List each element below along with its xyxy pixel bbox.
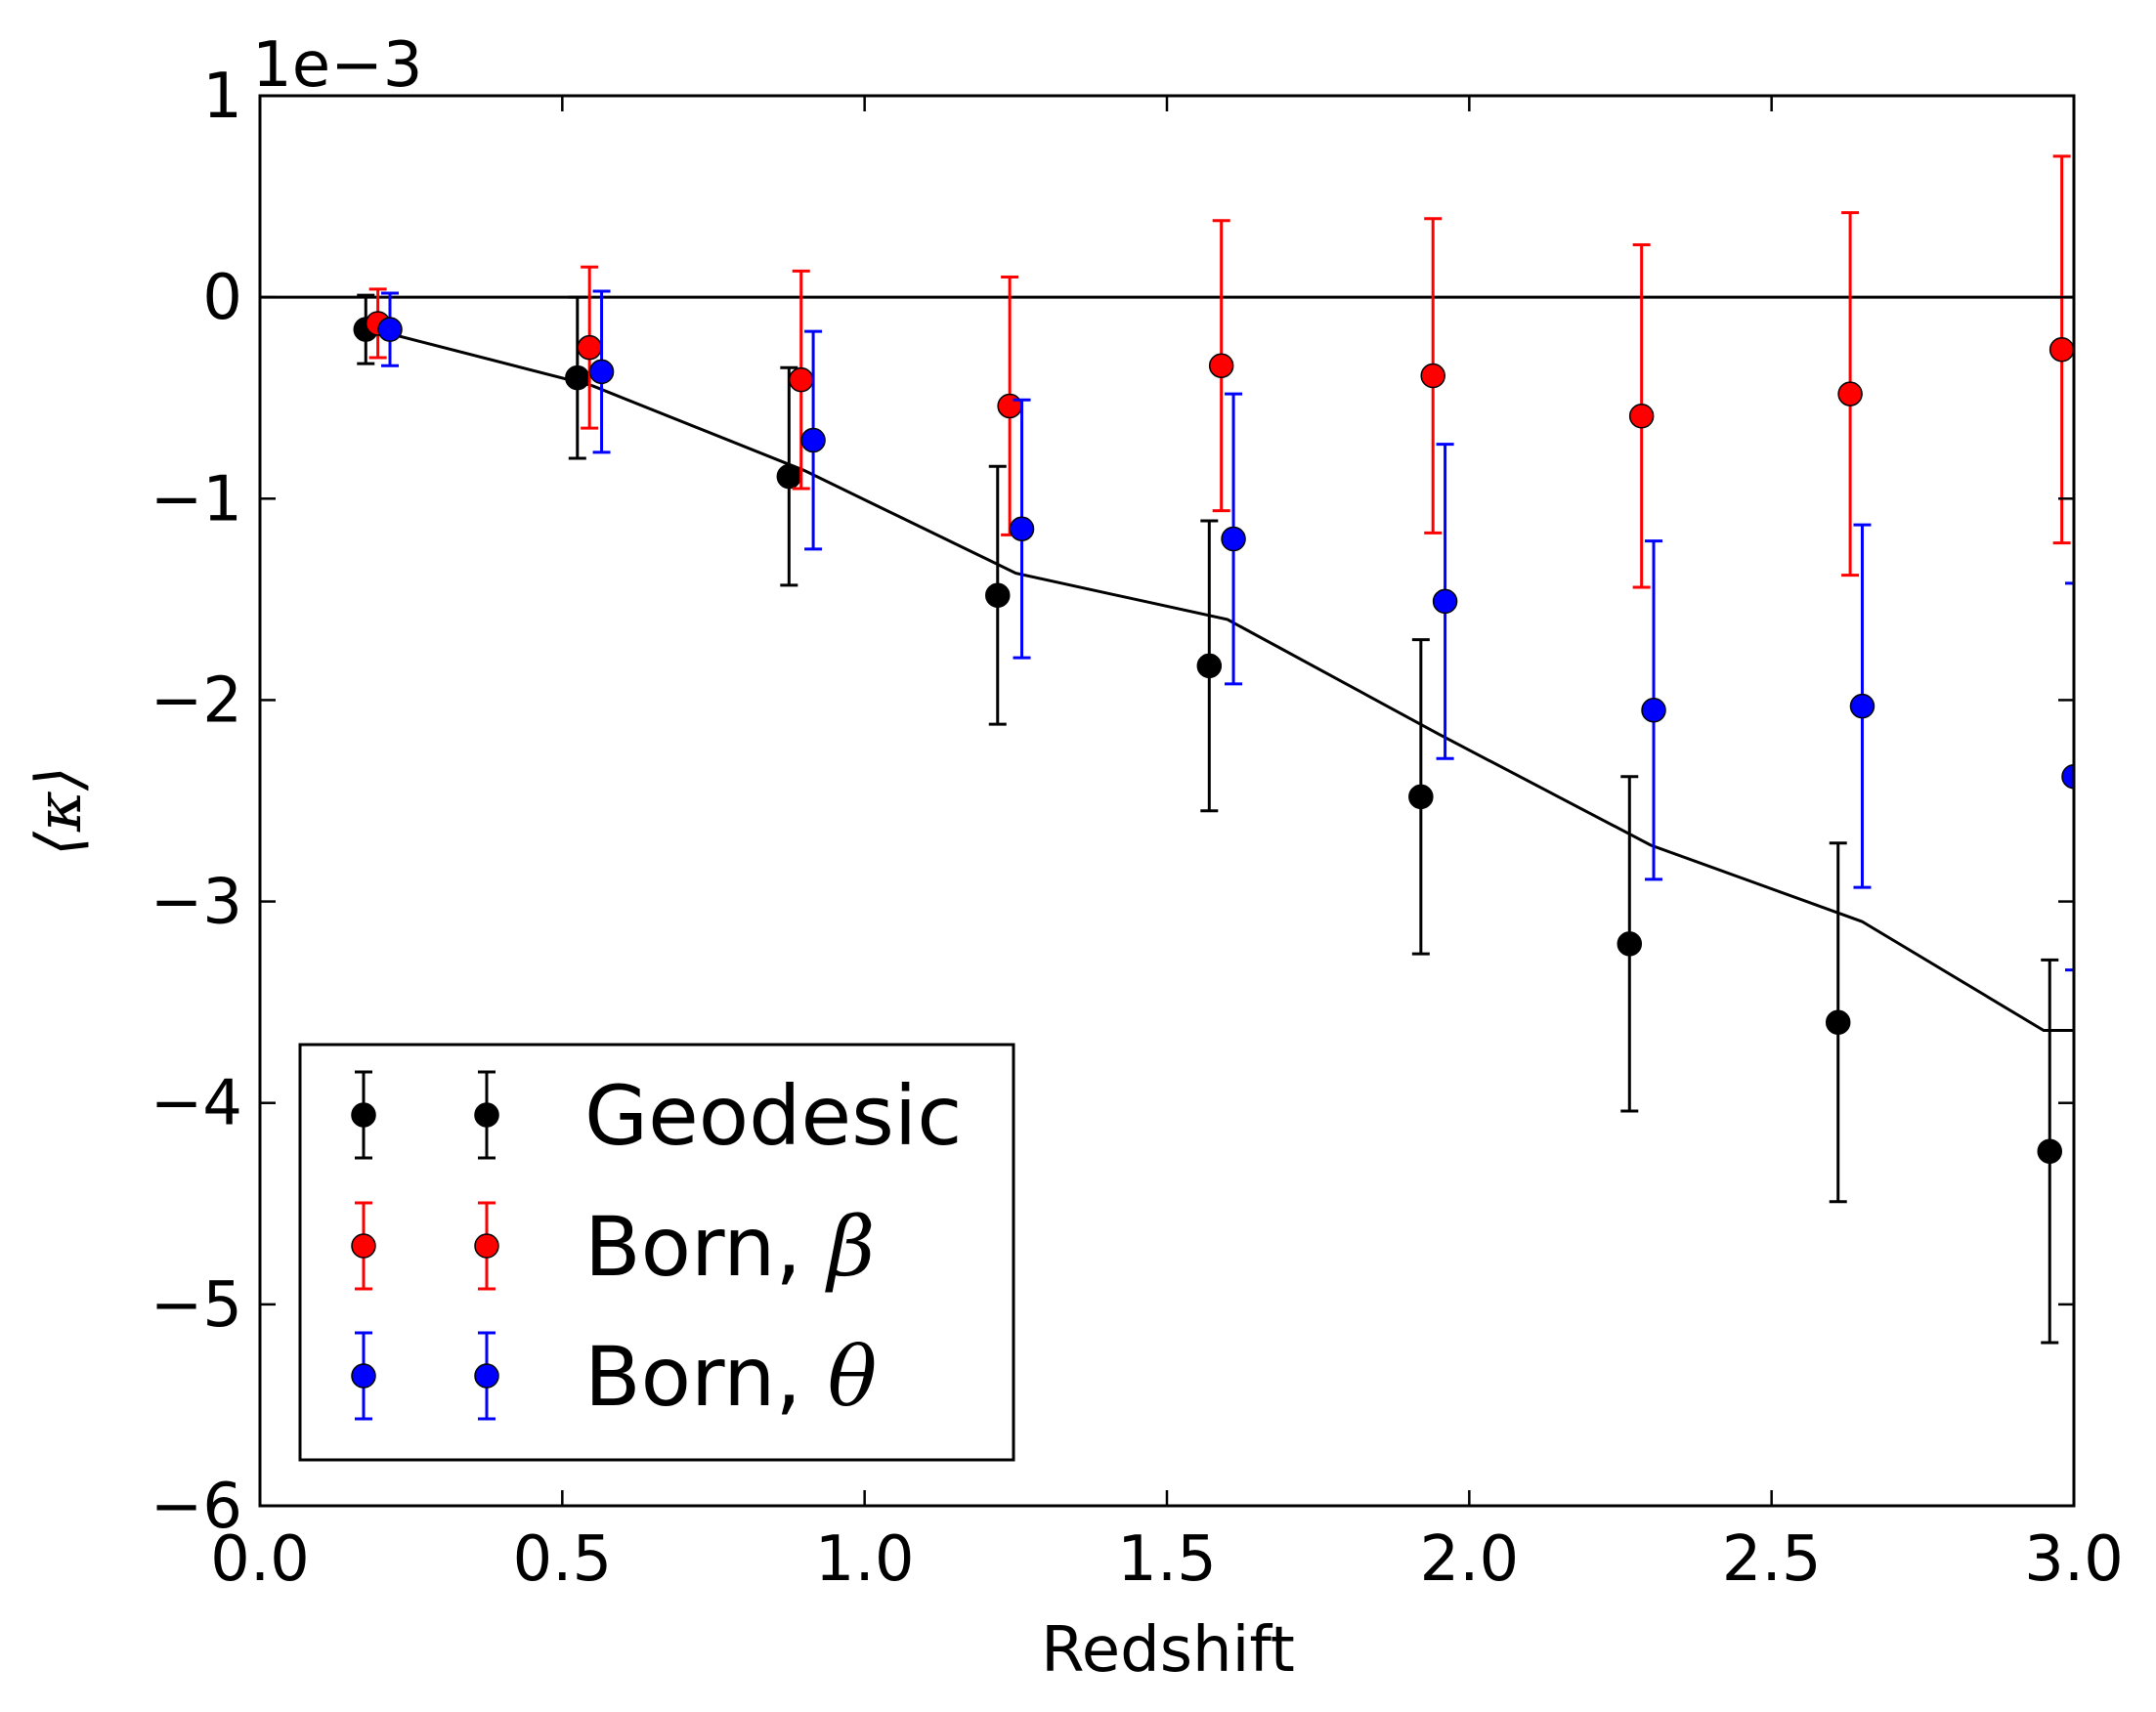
series-born: [377, 289, 2074, 972]
x-tick-label: 1.5: [1117, 1523, 1217, 1596]
y-tick-label: −5: [151, 1269, 242, 1342]
theory-line: [380, 329, 2074, 1033]
data-point: [588, 359, 615, 385]
data-point: [1641, 697, 1666, 723]
legend-label: Geodesic: [584, 1068, 962, 1164]
legend-marker: [351, 1363, 376, 1389]
data-point: [776, 463, 802, 490]
plot-inner: [260, 154, 2074, 1345]
data-point: [577, 334, 602, 361]
x-tick-label: 0.0: [210, 1523, 310, 1596]
data-point: [997, 393, 1022, 419]
y-tick-label: −2: [151, 664, 242, 737]
x-tick-label: 1.0: [815, 1523, 915, 1596]
y-tick-label: 1: [202, 61, 242, 133]
legend: Geodesic Born, β Born, θ: [298, 1043, 1015, 1462]
x-tick-label: 3.0: [2024, 1523, 2124, 1596]
data-point: [1825, 1009, 1851, 1036]
data-point: [1221, 526, 1246, 552]
legend-label: Born, β: [584, 1199, 875, 1295]
data-point: [2048, 336, 2074, 363]
y-tick-label: −6: [151, 1471, 242, 1543]
data-point: [800, 427, 826, 453]
y-tick-label: 0: [202, 262, 242, 334]
data-point: [1420, 363, 1445, 389]
legend-marker: [474, 1233, 499, 1259]
x-tick-label: 0.5: [512, 1523, 612, 1596]
data-point: [1837, 381, 1863, 407]
data-point: [788, 366, 814, 393]
data-point: [1196, 653, 1223, 679]
data-point: [1208, 353, 1234, 378]
legend-label: Born, θ: [584, 1329, 877, 1425]
data-point: [1432, 588, 1458, 615]
data-point: [1849, 693, 1876, 719]
x-tick-label: 2.5: [1722, 1523, 1822, 1596]
data-point: [565, 364, 590, 391]
data-point: [2037, 1138, 2063, 1164]
data-point: [1617, 931, 1643, 957]
y-offset-label: 1e−3: [252, 29, 422, 102]
y-tick-label: −4: [151, 1068, 242, 1140]
data-point: [377, 317, 403, 342]
y-axis-label: ⟨κ⟩: [23, 766, 96, 856]
x-tick-label: 2.0: [1419, 1523, 1519, 1596]
legend-marker: [474, 1363, 499, 1389]
legend-marker: [474, 1102, 499, 1128]
series-geodesic: [353, 293, 2063, 1345]
data-point: [1408, 784, 1434, 810]
y-tick-label: −3: [151, 867, 242, 939]
axis-ticks: 0.0 0.5 1.0 1.5 2.0 2.5 3.0 1 0 −1 −2 −3 −4 −5 −6: [151, 61, 2124, 1596]
data-point: [1009, 516, 1035, 541]
legend-marker: [351, 1233, 376, 1259]
legend-box: [298, 1043, 1015, 1462]
series-born: [365, 154, 2074, 589]
data-point: [1628, 404, 1655, 429]
data-point: [2061, 764, 2074, 790]
legend-marker: [351, 1102, 376, 1128]
data-point: [985, 582, 1011, 608]
x-axis-label: Redshift: [1041, 1614, 1295, 1687]
y-tick-label: −1: [151, 463, 242, 535]
